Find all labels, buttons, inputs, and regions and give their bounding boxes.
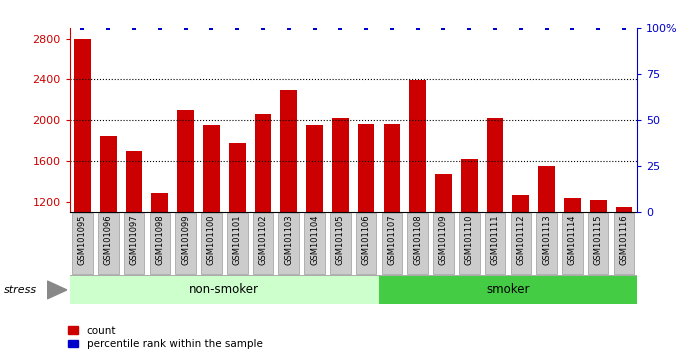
FancyBboxPatch shape	[150, 213, 170, 274]
FancyBboxPatch shape	[304, 213, 325, 274]
Bar	[409, 80, 426, 212]
FancyBboxPatch shape	[278, 213, 299, 274]
FancyBboxPatch shape	[201, 213, 222, 274]
FancyBboxPatch shape	[407, 213, 428, 274]
Bar	[203, 125, 220, 212]
Bar	[229, 143, 246, 212]
FancyBboxPatch shape	[614, 213, 634, 274]
Text: GSM101111: GSM101111	[491, 214, 500, 265]
Text: GSM101110: GSM101110	[465, 214, 474, 265]
Bar	[358, 125, 374, 212]
Bar	[538, 166, 555, 212]
Bar	[152, 193, 168, 212]
Bar	[332, 118, 349, 212]
Text: GSM101097: GSM101097	[129, 214, 139, 265]
FancyBboxPatch shape	[330, 213, 351, 274]
Bar	[615, 207, 633, 212]
Text: GSM101096: GSM101096	[104, 214, 113, 265]
Text: GSM101103: GSM101103	[284, 214, 293, 265]
Text: smoker: smoker	[487, 284, 530, 296]
Text: GSM101098: GSM101098	[155, 214, 164, 265]
Text: GSM101100: GSM101100	[207, 214, 216, 265]
FancyBboxPatch shape	[562, 213, 583, 274]
Bar	[100, 136, 117, 212]
Bar	[461, 159, 477, 212]
Bar	[74, 39, 91, 212]
Bar	[435, 173, 452, 212]
FancyBboxPatch shape	[379, 276, 637, 304]
Text: GSM101114: GSM101114	[568, 214, 577, 265]
Legend: count, percentile rank within the sample: count, percentile rank within the sample	[68, 326, 262, 349]
Text: GSM101116: GSM101116	[619, 214, 628, 265]
Text: GSM101101: GSM101101	[232, 214, 242, 265]
FancyBboxPatch shape	[124, 213, 144, 274]
Bar	[255, 114, 271, 212]
FancyBboxPatch shape	[510, 213, 531, 274]
Bar	[126, 151, 143, 212]
Polygon shape	[47, 281, 67, 299]
FancyBboxPatch shape	[588, 213, 608, 274]
Bar	[280, 90, 297, 212]
Text: GSM101105: GSM101105	[336, 214, 345, 265]
Bar	[177, 110, 194, 212]
FancyBboxPatch shape	[98, 213, 118, 274]
FancyBboxPatch shape	[70, 276, 379, 304]
FancyBboxPatch shape	[253, 213, 274, 274]
FancyBboxPatch shape	[72, 213, 93, 274]
Bar	[383, 125, 400, 212]
Text: GSM101112: GSM101112	[516, 214, 525, 265]
FancyBboxPatch shape	[175, 213, 196, 274]
Bar	[564, 198, 580, 212]
Text: GSM101095: GSM101095	[78, 214, 87, 265]
Bar	[487, 118, 503, 212]
Bar	[512, 195, 529, 212]
FancyBboxPatch shape	[227, 213, 248, 274]
FancyBboxPatch shape	[459, 213, 480, 274]
Text: GSM101102: GSM101102	[258, 214, 267, 265]
Bar	[590, 200, 606, 212]
FancyBboxPatch shape	[433, 213, 454, 274]
Bar	[306, 125, 323, 212]
Text: GSM101109: GSM101109	[439, 214, 448, 265]
Text: GSM101115: GSM101115	[594, 214, 603, 265]
FancyBboxPatch shape	[537, 213, 557, 274]
Text: GSM101099: GSM101099	[181, 214, 190, 265]
Text: stress: stress	[3, 285, 37, 295]
Text: GSM101107: GSM101107	[388, 214, 397, 265]
Text: GSM101106: GSM101106	[362, 214, 370, 265]
FancyBboxPatch shape	[484, 213, 505, 274]
Text: GSM101104: GSM101104	[310, 214, 319, 265]
Text: GSM101108: GSM101108	[413, 214, 422, 265]
FancyBboxPatch shape	[356, 213, 377, 274]
Text: GSM101113: GSM101113	[542, 214, 551, 265]
FancyBboxPatch shape	[381, 213, 402, 274]
Text: non-smoker: non-smoker	[189, 284, 260, 296]
